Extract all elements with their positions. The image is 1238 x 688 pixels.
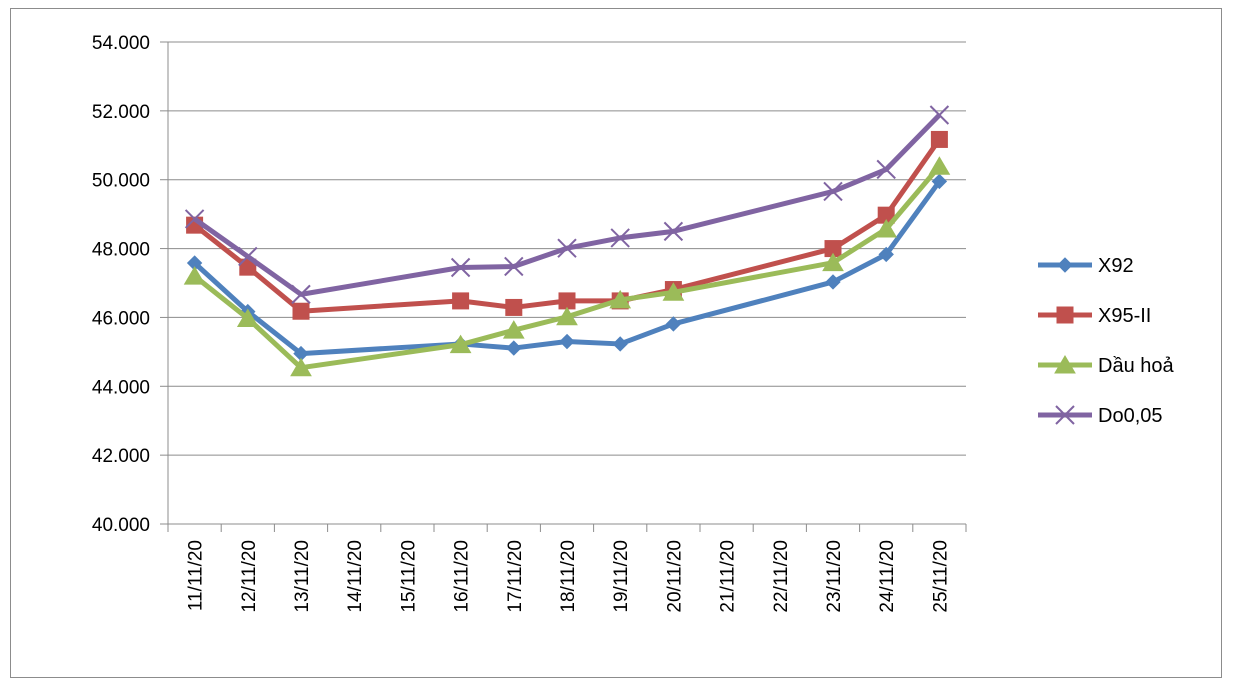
data-point bbox=[236, 308, 259, 327]
x-tick-label: 18/11/20 bbox=[558, 540, 579, 613]
data-point-stroke bbox=[876, 159, 896, 180]
data-point bbox=[878, 246, 894, 263]
x-tick-label: 13/11/20 bbox=[292, 540, 313, 613]
legend-entry: X92 bbox=[1038, 255, 1134, 277]
data-point bbox=[450, 257, 471, 278]
y-tick-label: 48.000 bbox=[92, 240, 150, 261]
legend-label: X95-II bbox=[1098, 305, 1151, 327]
data-point-stroke bbox=[238, 246, 258, 267]
x-tick-label: 25/11/20 bbox=[930, 540, 951, 613]
data-point bbox=[876, 159, 896, 180]
legend-label: X92 bbox=[1098, 255, 1134, 277]
x-tick-label: 16/11/20 bbox=[452, 540, 473, 613]
data-point bbox=[663, 221, 684, 242]
data-point bbox=[609, 289, 632, 309]
data-point bbox=[504, 256, 524, 277]
y-tick-label: 52.000 bbox=[92, 102, 150, 123]
data-point bbox=[612, 336, 628, 352]
data-point bbox=[502, 320, 525, 339]
data-point bbox=[238, 246, 258, 267]
gridlines bbox=[168, 41, 966, 456]
data-point bbox=[823, 181, 843, 202]
data-point bbox=[505, 298, 523, 316]
data-point bbox=[662, 282, 685, 301]
data-point bbox=[452, 292, 470, 310]
data-point bbox=[558, 292, 576, 310]
x-tick-label: 19/11/20 bbox=[611, 540, 632, 613]
x-tick-label: 12/11/20 bbox=[239, 540, 260, 613]
y-tick-label: 46.000 bbox=[92, 308, 150, 329]
data-point-stroke bbox=[823, 181, 843, 202]
data-point bbox=[1055, 405, 1075, 425]
y-tick-label: 42.000 bbox=[92, 446, 150, 467]
y-tick-label: 40.000 bbox=[92, 515, 150, 536]
series-3 bbox=[184, 105, 950, 305]
data-point bbox=[665, 316, 682, 332]
data-point bbox=[1056, 306, 1074, 324]
data-point-stroke bbox=[291, 284, 311, 305]
x-tick-label: 17/11/20 bbox=[505, 540, 526, 613]
data-point bbox=[929, 105, 950, 125]
x-tick-label: 24/11/20 bbox=[877, 540, 898, 613]
data-point bbox=[930, 130, 948, 148]
data-point bbox=[506, 340, 522, 356]
data-point bbox=[875, 218, 898, 238]
data-point-stroke bbox=[929, 105, 950, 125]
series-1 bbox=[186, 130, 948, 320]
y-tick-label: 54.000 bbox=[92, 33, 150, 54]
y-tick-labels: 40.000 42.000 44.000 46.000 48.000 50.000 52.0… bbox=[92, 33, 150, 536]
series-group bbox=[183, 105, 951, 377]
legend: X92 X95-II Dầu hoả Do0,05 bbox=[1038, 255, 1174, 427]
data-point-stroke bbox=[610, 228, 630, 248]
data-point bbox=[290, 357, 312, 377]
y-tick-label: 44.000 bbox=[92, 377, 150, 398]
data-point-stroke bbox=[184, 209, 205, 229]
data-point bbox=[1057, 257, 1073, 273]
y-tick-label: 50.000 bbox=[92, 171, 150, 192]
data-point-stroke bbox=[557, 238, 577, 258]
x-tick-label: 23/11/20 bbox=[824, 540, 845, 613]
series-2 bbox=[183, 156, 951, 377]
x-tick-label: 20/11/20 bbox=[664, 540, 685, 613]
data-point bbox=[556, 306, 578, 326]
data-point-stroke bbox=[450, 257, 471, 278]
data-point bbox=[559, 333, 575, 350]
data-point bbox=[291, 284, 311, 305]
data-point bbox=[822, 252, 844, 272]
data-point bbox=[928, 156, 951, 175]
x-tick-label: 14/11/20 bbox=[345, 540, 366, 613]
x-tick-labels: 11/11/20 12/11/20 13/11/20 14/11/20 15/11/20… bbox=[186, 540, 952, 613]
data-point-stroke bbox=[504, 256, 524, 277]
legend-entry: Do0,05 bbox=[1038, 405, 1163, 427]
data-point bbox=[825, 274, 841, 290]
data-point-stroke bbox=[1055, 405, 1075, 425]
x-tick-label: 11/11/20 bbox=[186, 540, 207, 611]
x-tick-label: 22/11/20 bbox=[771, 540, 792, 613]
data-point bbox=[931, 173, 948, 190]
data-point bbox=[557, 238, 577, 258]
data-point bbox=[183, 266, 206, 285]
data-point bbox=[449, 334, 472, 354]
legend-entry: X95-II bbox=[1038, 305, 1151, 327]
data-point bbox=[292, 302, 310, 320]
data-point bbox=[610, 228, 630, 248]
data-point bbox=[184, 209, 205, 229]
data-point bbox=[1054, 355, 1076, 374]
x-tick-label: 21/11/20 bbox=[718, 540, 739, 613]
legend-label: Dầu hoả bbox=[1098, 355, 1174, 377]
data-point-stroke bbox=[663, 221, 684, 242]
legend-entry: Dầu hoả bbox=[1038, 355, 1174, 377]
x-tick-label: 15/11/20 bbox=[398, 540, 419, 613]
series-0 bbox=[186, 173, 948, 362]
axes bbox=[160, 41, 967, 532]
legend-label: Do0,05 bbox=[1098, 405, 1163, 427]
